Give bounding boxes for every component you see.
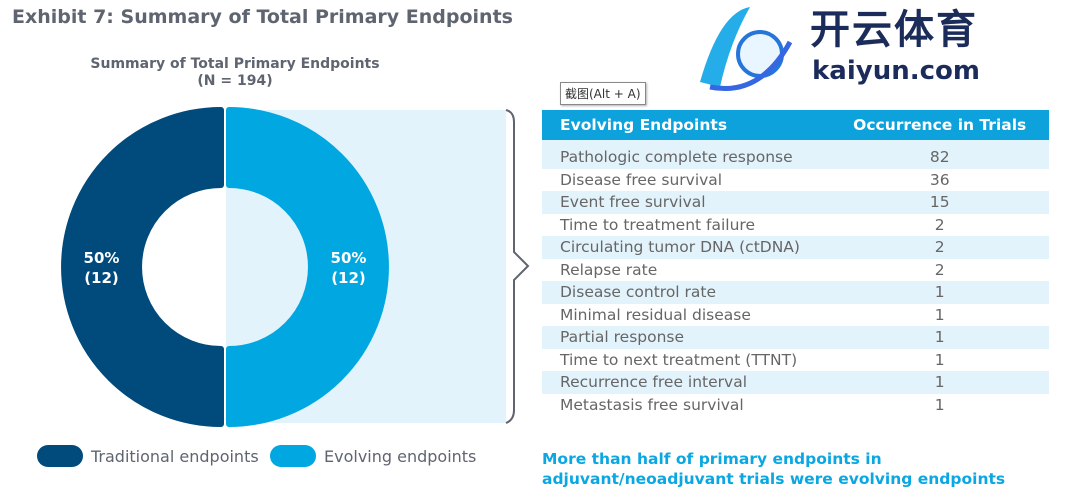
endpoint-name: Pathologic complete response <box>542 140 831 169</box>
occurrence-count: 15 <box>830 191 1049 214</box>
tooltip: 截图(Alt + A) <box>560 82 646 105</box>
table-row: Circulating tumor DNA (ctDNA) 2 <box>542 236 1049 259</box>
occurrence-count: 1 <box>934 350 945 369</box>
table-row: Disease free survival 36 <box>542 169 1049 192</box>
endpoint-name: Recurrence free interval <box>542 371 831 394</box>
chart-title: Summary of Total Primary Endpoints <box>90 56 380 72</box>
occurrence-count: 36 <box>929 170 950 189</box>
endpoints-table: Evolving Endpoints Occurrence in Trials … <box>542 110 1049 416</box>
table-row: Time to next treatment (TTNT) 1 <box>542 349 1049 372</box>
endpoint-name: Partial response <box>542 326 831 349</box>
occurrence-count: 2 <box>934 260 945 279</box>
table-row: Disease control rate 1 <box>542 281 1049 304</box>
endpoint-name: Disease control rate <box>542 281 831 304</box>
chart-title-block: Summary of Total Primary Endpoints (N = … <box>60 56 410 90</box>
endpoint-name: Relapse rate <box>560 260 658 279</box>
legend-item-traditional: Traditional endpoints <box>37 445 259 467</box>
occurrence-count: 1 <box>934 305 945 324</box>
table-row: Minimal residual disease 1 <box>542 304 1049 327</box>
column-header: Occurrence in Trials <box>830 110 1049 140</box>
legend-item-evolving: Evolving endpoints <box>270 445 476 467</box>
occurrence-count: 2 <box>830 236 1049 259</box>
watermark-logo-icon <box>700 7 793 91</box>
watermark-cn: 开云体育 <box>810 7 978 53</box>
chart-subtitle: (N = 194) <box>197 73 273 89</box>
data-label-count: (12) <box>331 269 366 287</box>
table-row: Recurrence free interval 1 <box>542 371 1049 394</box>
table-row: Pathologic complete response 82 <box>542 140 1049 169</box>
legend-label: Traditional endpoints <box>91 446 259 466</box>
donut-chart: 50% (12) 50% (12) <box>61 107 530 427</box>
occurrence-count: 82 <box>830 140 1049 169</box>
endpoint-name: Time to next treatment (TTNT) <box>560 350 798 369</box>
endpoint-name: Disease free survival <box>560 170 723 189</box>
data-label-pct: 50% <box>84 249 120 267</box>
occurrence-count: 1 <box>934 395 945 414</box>
exhibit-title: Exhibit 7: Summary of Total Primary Endp… <box>12 6 513 28</box>
table-row: Time to treatment failure 2 <box>542 214 1049 237</box>
data-label-count: (12) <box>84 269 119 287</box>
legend-swatch <box>270 445 316 467</box>
table-row: Partial response 1 <box>542 326 1049 349</box>
table-row: Event free survival 15 <box>542 191 1049 214</box>
endpoint-name: Metastasis free survival <box>560 395 744 414</box>
occurrence-count: 1 <box>830 326 1049 349</box>
endpoint-name: Time to treatment failure <box>560 215 755 234</box>
table-row: Metastasis free survival 1 <box>542 394 1049 417</box>
data-label-pct: 50% <box>331 249 367 267</box>
legend-swatch <box>37 445 83 467</box>
watermark-en: kaiyun.com <box>812 56 980 86</box>
donut-slice-evolving <box>226 107 389 427</box>
occurrence-count: 1 <box>830 281 1049 304</box>
endpoint-name: Minimal residual disease <box>560 305 751 324</box>
occurrence-count: 2 <box>934 215 945 234</box>
endpoint-name: Circulating tumor DNA (ctDNA) <box>542 236 831 259</box>
key-finding-note: More than half of primary endpoints in a… <box>542 450 1006 488</box>
column-header: Evolving Endpoints <box>542 110 831 140</box>
bracket <box>505 109 530 424</box>
occurrence-count: 1 <box>830 371 1049 394</box>
legend-label: Evolving endpoints <box>324 446 477 466</box>
donut-slice-traditional <box>61 107 224 427</box>
endpoint-name: Event free survival <box>542 191 831 214</box>
table-row: Relapse rate 2 <box>542 259 1049 282</box>
